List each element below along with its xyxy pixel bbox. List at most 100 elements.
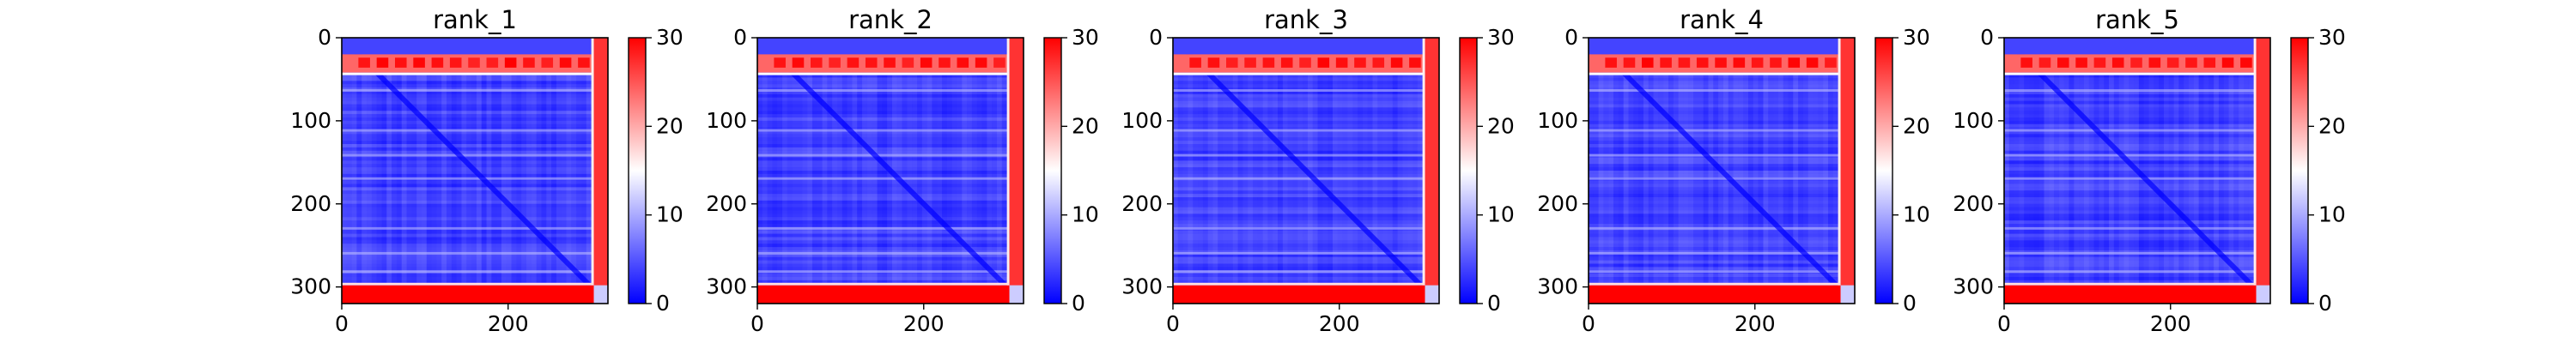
heatmap-row-streak [757, 224, 1010, 227]
colorbar-tick-label: 30 [2318, 25, 2346, 50]
heatmap-top-band-patch [902, 57, 914, 68]
heatmap-top-band-patch [1623, 57, 1636, 68]
heatmap-row-streak [1173, 220, 1425, 224]
heatmap-row-streak [1173, 111, 1425, 115]
heatmap-right-edge [2253, 38, 2257, 304]
heatmap-top-band-patch [559, 57, 572, 68]
heatmap-light-row [1173, 89, 1425, 92]
heatmap-row-streak [342, 74, 594, 78]
heatmap-bottom-band [1589, 285, 1841, 304]
heatmap-top-band-patch [957, 57, 969, 68]
heatmap-row-streak [1173, 224, 1425, 227]
axes-frame [756, 37, 1024, 304]
axes-frame [341, 37, 609, 304]
y-tick-label: 300 [1953, 274, 1994, 299]
heatmap-row-streak [2004, 190, 2257, 195]
y-tick-label: 300 [706, 274, 747, 299]
heatmap-row-streak [1173, 217, 1425, 221]
heatmap-row-streak [342, 214, 594, 218]
heatmap-bottom-edge [1173, 282, 1425, 286]
heatmap-row-streak [342, 190, 594, 195]
colorbar-tick-label: 20 [1487, 113, 1515, 138]
heatmap-top-band-patch [2111, 57, 2124, 68]
heatmap-row-streak [2004, 247, 2257, 250]
heatmap-row-streak [757, 190, 1010, 195]
heatmap-top-band-patch [1280, 57, 1293, 68]
heatmap-row-streak [757, 111, 1010, 115]
heatmap-row-streak [1589, 167, 1841, 171]
heatmap-row-streak [1589, 203, 1841, 208]
heatmap-row-streak [1589, 220, 1841, 224]
heatmap-row-streak [342, 114, 594, 117]
heatmap-corner [1009, 285, 1024, 304]
heatmap-row-streak [342, 147, 594, 151]
heatmap-row-streak [757, 114, 1010, 117]
heatmap-light-row [1589, 226, 1841, 230]
heatmap-row-streak [2004, 114, 2257, 117]
heatmap-light-row [1173, 153, 1425, 157]
heatmap-top-band-patch [1317, 57, 1330, 68]
heatmap-row-streak [2004, 107, 2257, 111]
heatmap-light-row [757, 251, 1010, 255]
heatmap-row-streak [342, 253, 594, 257]
heatmap-top-band-patch [865, 57, 878, 68]
heatmap-row-streak [1173, 247, 1425, 250]
heatmap-row-streak [1173, 130, 1425, 135]
heatmap-top-band-patch [1605, 57, 1617, 68]
heatmap-row-streak [342, 220, 594, 224]
heatmap-row-streak [1173, 104, 1425, 108]
heatmap-top-band-patch [884, 57, 896, 68]
heatmap-row-streak [2004, 74, 2257, 78]
heatmap-top-band-patch [2166, 57, 2179, 68]
heatmap-row-streak [757, 203, 1010, 208]
heatmap-row-streak [1589, 233, 1841, 238]
heatmap-row-streak [2004, 134, 2257, 138]
heatmap-row-streak [342, 130, 594, 135]
heatmap-row-streak [2004, 220, 2257, 224]
heatmap-bottom-band [342, 285, 594, 304]
heatmap-row-streak [1173, 194, 1425, 197]
heatmap-top-block [2004, 38, 2257, 55]
heatmap-row-streak [757, 263, 1010, 268]
colorbar-tick-label: 0 [656, 291, 670, 316]
heatmap-row-streak [1173, 157, 1425, 161]
heatmap-row-streak [2004, 194, 2257, 197]
heatmap-row-streak [2004, 137, 2257, 141]
heatmap-row-streak [2004, 144, 2257, 147]
heatmap-row-streak [2004, 277, 2257, 280]
heatmap-top-band-patch [1642, 57, 1654, 68]
heatmap-row-streak [1589, 240, 1841, 244]
heatmap-row-streak [342, 274, 594, 277]
heatmap-row-streak [2004, 280, 2257, 284]
heatmap-top-band-patch [2130, 57, 2142, 68]
heatmap-top-band-patch [1733, 57, 1746, 68]
heatmap-row-streak [1589, 97, 1841, 101]
heatmap-row-streak [1589, 277, 1841, 280]
y-tick-label: 200 [1537, 191, 1578, 216]
heatmap-row-streak [1173, 134, 1425, 138]
heatmap-right-band [1840, 38, 1855, 304]
heatmap-row-streak [757, 104, 1010, 108]
heatmap-row-streak [2004, 210, 2257, 214]
heatmap-top-band-patch [847, 57, 860, 68]
heatmap-top-band-patch [1409, 57, 1421, 68]
heatmap-row-streak [2004, 84, 2257, 88]
heatmap-row-streak [342, 107, 594, 111]
heatmap-row-streak [1589, 137, 1841, 141]
colorbar-tick-label: 0 [1903, 291, 1917, 316]
heatmap-top-band-patch [975, 57, 987, 68]
heatmap-row-streak [757, 167, 1010, 171]
colorbar: 0 10 20 30 [1874, 25, 1930, 316]
heatmap-row-streak [342, 97, 594, 101]
heatmap-row-streak [757, 77, 1010, 81]
heatmap-row-streak [757, 173, 1010, 178]
heatmap-right-band [1009, 38, 1024, 304]
y-tick-label: 200 [290, 191, 331, 216]
heatmap-row-streak [757, 187, 1010, 191]
heatmap-row-streak [2004, 180, 2257, 184]
heatmap-row-streak [1173, 93, 1425, 98]
heatmap-row-streak [2004, 230, 2257, 234]
heatmap-top-band-patch [993, 57, 1005, 68]
heatmap-row-streak [1173, 117, 1425, 121]
